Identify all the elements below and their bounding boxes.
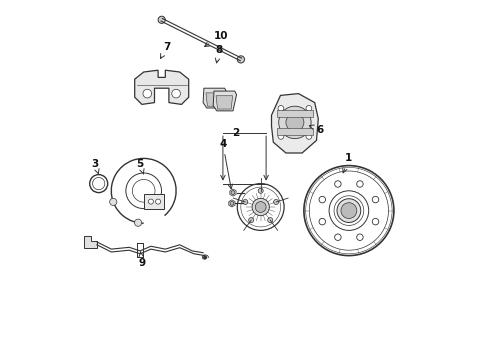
Circle shape: [273, 199, 278, 204]
Circle shape: [142, 89, 151, 98]
Text: 3: 3: [91, 159, 99, 174]
Text: 7: 7: [160, 42, 170, 58]
Circle shape: [158, 16, 165, 23]
Polygon shape: [276, 110, 312, 117]
Circle shape: [278, 105, 283, 111]
Polygon shape: [205, 93, 222, 106]
Circle shape: [318, 219, 325, 225]
Text: 6: 6: [309, 125, 323, 135]
Circle shape: [267, 217, 272, 222]
Text: 5: 5: [136, 159, 144, 174]
Text: 4: 4: [219, 139, 232, 189]
Circle shape: [305, 134, 311, 139]
Circle shape: [148, 199, 153, 204]
Circle shape: [109, 198, 117, 206]
Polygon shape: [134, 70, 188, 104]
Text: 9: 9: [138, 252, 145, 268]
Circle shape: [278, 106, 310, 139]
Circle shape: [155, 199, 160, 204]
Text: 10: 10: [204, 31, 228, 46]
Circle shape: [336, 199, 360, 222]
Circle shape: [340, 203, 356, 219]
Polygon shape: [231, 190, 234, 195]
Polygon shape: [271, 94, 318, 153]
Polygon shape: [229, 201, 233, 206]
Circle shape: [334, 181, 341, 187]
Circle shape: [356, 181, 363, 187]
Circle shape: [242, 199, 247, 204]
Text: 2: 2: [231, 128, 239, 138]
Circle shape: [248, 217, 253, 222]
Circle shape: [334, 234, 341, 240]
Text: 8: 8: [215, 45, 223, 63]
Polygon shape: [276, 128, 312, 135]
Polygon shape: [216, 96, 232, 109]
Circle shape: [371, 196, 378, 203]
Polygon shape: [84, 236, 97, 248]
Circle shape: [171, 89, 180, 98]
Circle shape: [251, 198, 269, 216]
Polygon shape: [228, 200, 235, 207]
Circle shape: [255, 202, 265, 212]
Circle shape: [371, 219, 378, 225]
Circle shape: [278, 134, 283, 139]
Circle shape: [305, 105, 311, 111]
Polygon shape: [203, 88, 226, 108]
Text: 1: 1: [342, 153, 352, 173]
Circle shape: [285, 113, 303, 131]
Polygon shape: [229, 189, 236, 196]
Circle shape: [318, 196, 325, 203]
Circle shape: [258, 188, 263, 193]
Polygon shape: [213, 91, 236, 111]
Circle shape: [356, 234, 363, 240]
Polygon shape: [143, 194, 163, 209]
Circle shape: [134, 219, 142, 226]
Circle shape: [237, 56, 244, 63]
